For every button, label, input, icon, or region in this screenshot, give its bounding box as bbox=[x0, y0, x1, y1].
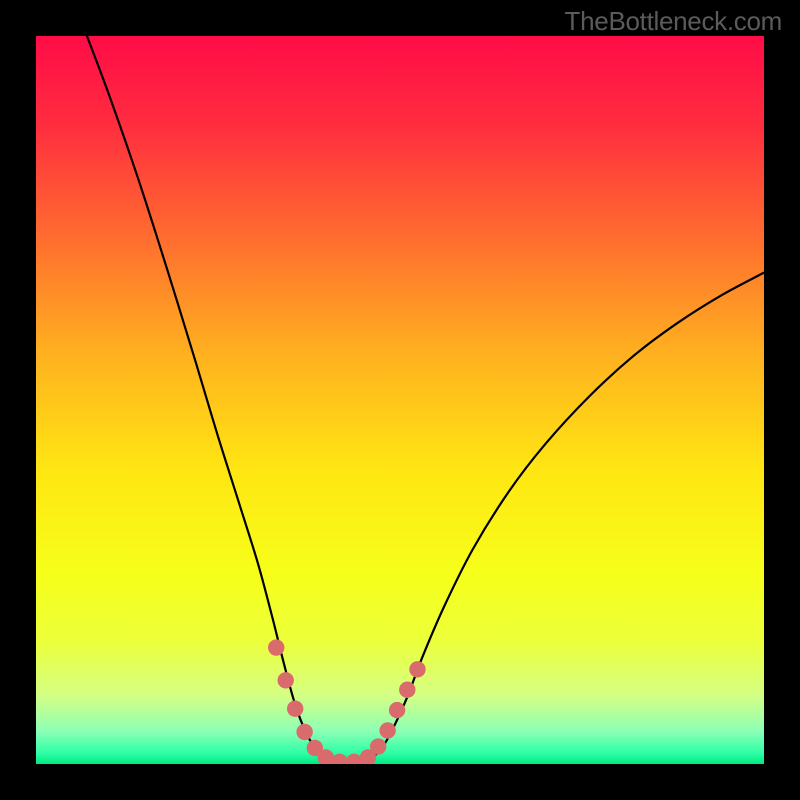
marker-dot bbox=[409, 661, 425, 677]
marker-dot bbox=[278, 672, 294, 688]
bottleneck-chart bbox=[36, 36, 764, 764]
marker-dot bbox=[379, 722, 395, 738]
marker-dot bbox=[389, 702, 405, 718]
marker-dot bbox=[287, 700, 303, 716]
chart-background bbox=[36, 36, 764, 764]
marker-dot bbox=[268, 639, 284, 655]
watermark-text: TheBottleneck.com bbox=[565, 6, 782, 37]
marker-dot bbox=[296, 724, 312, 740]
marker-dot bbox=[399, 682, 415, 698]
marker-dot bbox=[370, 738, 386, 754]
